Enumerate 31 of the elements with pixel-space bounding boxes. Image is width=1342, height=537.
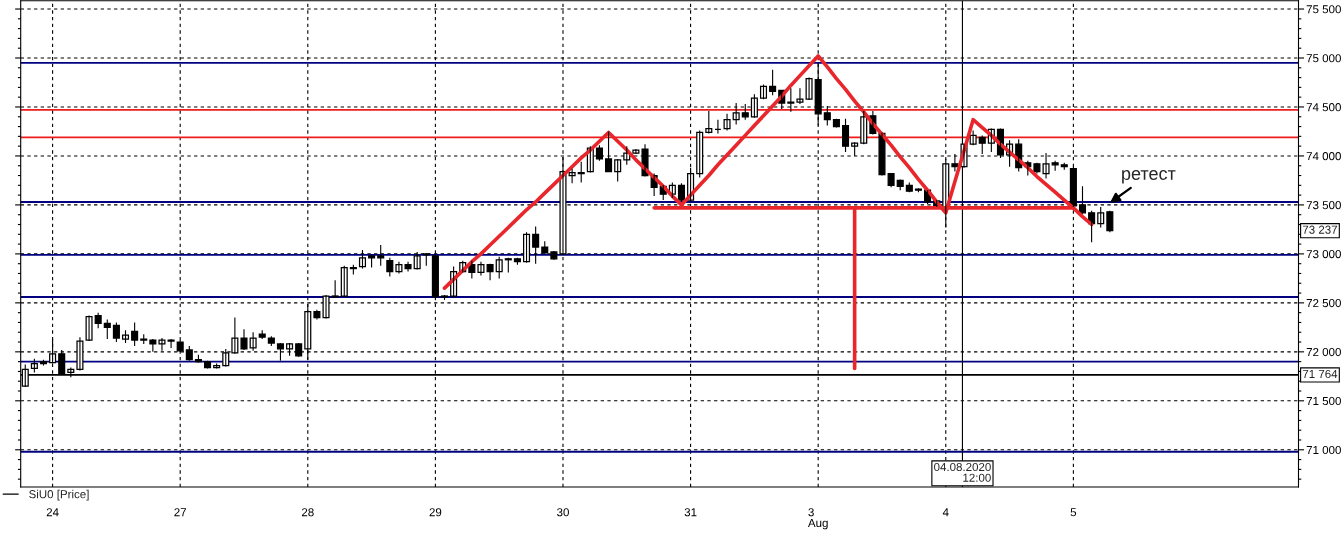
candlestick <box>267 335 275 347</box>
x-tick-label: 5 <box>1070 508 1077 517</box>
x-tick-label: 24 <box>46 508 59 517</box>
annotation: 04.08.2020 12:00 <box>934 462 991 482</box>
text: 73 237 <box>1302 225 1338 234</box>
y-tick-label: 73 500 <box>1306 201 1341 210</box>
candlestick <box>796 87 804 105</box>
y-tick-label: 72 000 <box>1306 347 1341 357</box>
y-tick-label: 74 000 <box>1306 152 1341 161</box>
candlestick <box>440 294 449 301</box>
y-tick-label: 72 500 <box>1306 298 1341 308</box>
x-tick-label: 3 Aug <box>807 508 828 530</box>
y-tick-label: 73 000 <box>1306 250 1341 259</box>
x-tick-label: 29 <box>429 508 442 517</box>
y-tick-label: 71 500 <box>1306 396 1341 406</box>
legend-label: SiU0 [Price] <box>29 489 89 501</box>
candlestick <box>140 333 148 345</box>
candlestick <box>167 338 175 349</box>
line-series <box>442 54 1094 290</box>
x-tick-label: 4 <box>942 508 949 517</box>
y-tick-label: 71 000 <box>1306 445 1341 455</box>
x-tick-label: 27 <box>174 508 187 517</box>
annotation: ретест <box>1122 170 1176 184</box>
y-tick-label: 74 500 <box>1306 103 1341 112</box>
x-tick-label: 31 <box>684 508 697 517</box>
ref-line-label: 71 764 <box>1302 369 1338 379</box>
candlestick <box>331 279 339 299</box>
x-tick-label: 30 <box>557 508 569 517</box>
y-tick-label: 75 000 <box>1306 54 1341 63</box>
x-tick-label: 28 <box>301 508 314 517</box>
y-tick-label: 75 500 <box>1306 5 1341 14</box>
